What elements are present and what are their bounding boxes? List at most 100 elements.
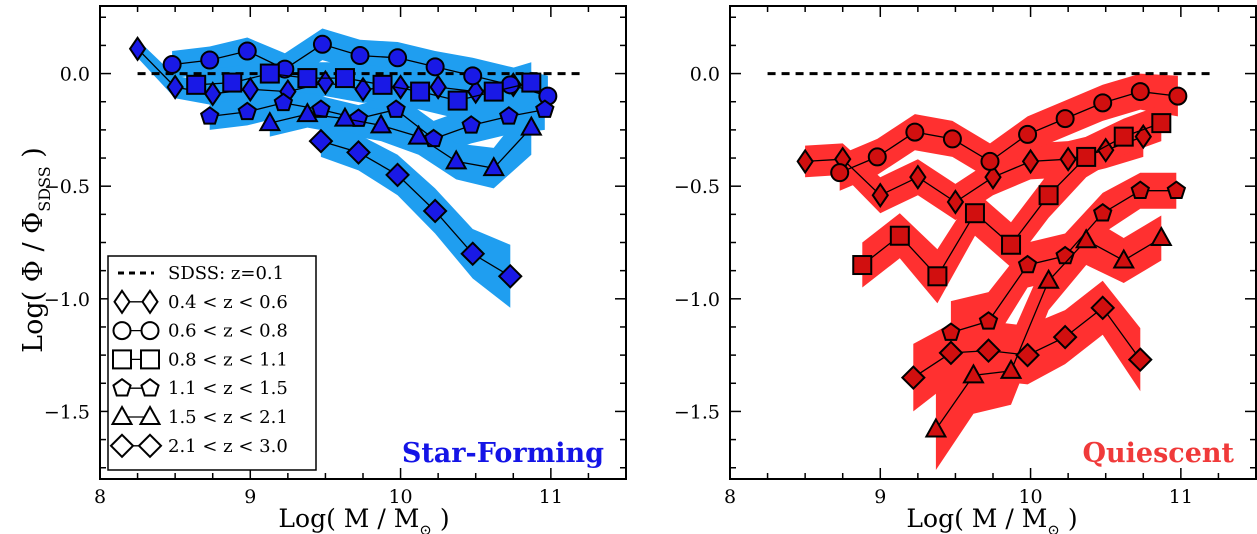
- q-point-3-1: [978, 311, 999, 330]
- q-point-3-4: [1092, 202, 1113, 222]
- q-point-4-6: [1150, 225, 1173, 246]
- q-series-4: [924, 225, 1173, 438]
- sf-series-4: [258, 102, 543, 177]
- sf-point-5-0: [308, 128, 334, 154]
- q-point-2-8: [1151, 113, 1172, 134]
- q-point-5-4: [1052, 324, 1078, 350]
- sf-point-0-3: [241, 76, 259, 103]
- q-point-3-5: [1130, 180, 1151, 199]
- star-forming-label: Star-Forming: [402, 438, 604, 469]
- legend-marker-3-b: [140, 349, 160, 370]
- sf-band-5: [320, 125, 511, 308]
- sf-x-tick-label: 9: [244, 486, 256, 508]
- q-y-tick-label: −1.5: [674, 401, 720, 423]
- legend-label-6: 2.1 < z < 3.0: [168, 436, 288, 457]
- sf-y-tick-label: −1.0: [44, 289, 90, 311]
- sf-point-2-0: [186, 74, 207, 95]
- sf-point-2-5: [372, 74, 393, 95]
- q-point-0-7: [1059, 146, 1077, 172]
- q-series-line-1: [839, 90, 1178, 174]
- sf-point-3-8: [499, 106, 519, 125]
- q-y-tick-label: 0.0: [690, 64, 720, 86]
- legend-marker-3-a: [112, 349, 132, 370]
- legend-label-3: 0.8 < z < 1.1: [168, 349, 288, 370]
- q-point-1-1: [867, 147, 887, 167]
- sf-point-1-9: [500, 75, 520, 95]
- sf-y-tick-label: −0.5: [44, 176, 90, 198]
- q-y-tick-label: −1.0: [674, 289, 720, 311]
- sf-point-1-6: [388, 48, 408, 68]
- legend-marker-2-a: [112, 321, 132, 341]
- legend-marker-2-b: [140, 321, 160, 341]
- q-point-0-6: [1021, 148, 1040, 175]
- q-band-0: [805, 116, 1144, 220]
- sf-y-tick-label: 0.0: [60, 64, 90, 86]
- sf-point-2-8: [483, 81, 504, 102]
- quiescent-label: Quiescent: [1082, 438, 1234, 469]
- sf-point-0-0: [128, 36, 147, 62]
- sf-point-3-9: [535, 99, 555, 118]
- q-point-3-2: [1017, 254, 1038, 274]
- sf-point-3-7: [461, 115, 481, 134]
- sf-point-2-9: [521, 72, 542, 93]
- quiescent-x-axis-label: Log( M / M⊙ ): [906, 504, 1077, 534]
- panel-star-forming: 8 9 10 11 0.0 −0.5 −1.0 −1.5 Star-Forming Log( …: [18, 5, 627, 534]
- q-series-5: [900, 295, 1153, 391]
- sf-x-tick-label: 10: [388, 486, 412, 508]
- q-point-5-3: [1015, 342, 1040, 368]
- quiescent-axes: 8 9 10 11 0.0 −0.5 −1.0 −1.5: [674, 5, 1257, 508]
- q-point-5-5: [1090, 295, 1116, 321]
- sf-point-0-2: [204, 81, 222, 107]
- q-point-4-3: [1037, 268, 1060, 289]
- sf-point-4-7: [520, 115, 543, 136]
- legend-label-4: 1.1 < z < 1.5: [168, 378, 288, 399]
- y-axis-label: Log( Φ / ΦSDSS ): [18, 147, 54, 353]
- sf-point-3-0: [199, 106, 220, 125]
- q-point-2-5: [1038, 185, 1059, 206]
- legend-marker-6-a: [109, 433, 135, 459]
- q-point-0-5: [984, 164, 1002, 190]
- q-point-1-7: [1093, 93, 1113, 113]
- panel-quiescent: 8 9 10 11 0.0 −0.5 −1.0 −1.5 Quiescent Log( M /…: [674, 5, 1257, 534]
- legend: SDSS: z=0.1 0.4 < z < 0.6 0.6 < z < 0.8 0.8…: [107, 255, 317, 471]
- sf-point-1-2: [237, 41, 257, 61]
- sf-point-1-5: [350, 46, 370, 66]
- sf-point-0-1: [166, 74, 184, 100]
- sf-point-1-8: [463, 66, 483, 86]
- sf-series-0: [128, 36, 522, 107]
- q-point-1-3: [942, 129, 962, 149]
- legend-marker-1-b: [141, 289, 159, 315]
- sf-point-4-0: [258, 111, 282, 132]
- sf-point-2-6: [410, 81, 431, 102]
- q-point-4-0: [924, 417, 948, 438]
- legend-label-5: 1.5 < z < 2.1: [168, 407, 288, 428]
- legend-marker-5-a: [110, 404, 134, 425]
- q-point-4-1: [962, 363, 985, 384]
- star-forming-plot-area: [128, 28, 581, 308]
- q-point-2-7: [1113, 126, 1134, 147]
- q-point-2-0: [852, 255, 873, 276]
- q-point-1-4: [980, 151, 1000, 171]
- sf-point-0-8: [429, 74, 447, 100]
- q-x-tick-label: 9: [874, 486, 886, 508]
- sf-point-4-3: [369, 113, 393, 134]
- sf-point-2-4: [334, 68, 355, 89]
- q-point-2-3: [964, 203, 985, 224]
- q-point-1-5: [1018, 124, 1038, 144]
- q-series-1: [830, 82, 1188, 183]
- q-point-1-8: [1130, 82, 1150, 102]
- sf-point-0-6: [354, 76, 372, 103]
- sf-point-1-1: [200, 50, 220, 70]
- sf-point-4-5: [444, 149, 468, 170]
- sf-x-tick-label: 8: [94, 486, 106, 508]
- sf-point-2-3: [297, 68, 318, 89]
- q-point-0-4: [946, 189, 965, 215]
- q-point-5-1: [938, 340, 964, 366]
- sf-point-4-4: [407, 124, 430, 145]
- q-point-3-6: [1166, 180, 1187, 199]
- sf-band-4: [269, 100, 532, 189]
- q-point-4-4: [1074, 228, 1098, 249]
- q-point-5-2: [976, 338, 1001, 364]
- q-x-tick-label: 8: [724, 486, 736, 508]
